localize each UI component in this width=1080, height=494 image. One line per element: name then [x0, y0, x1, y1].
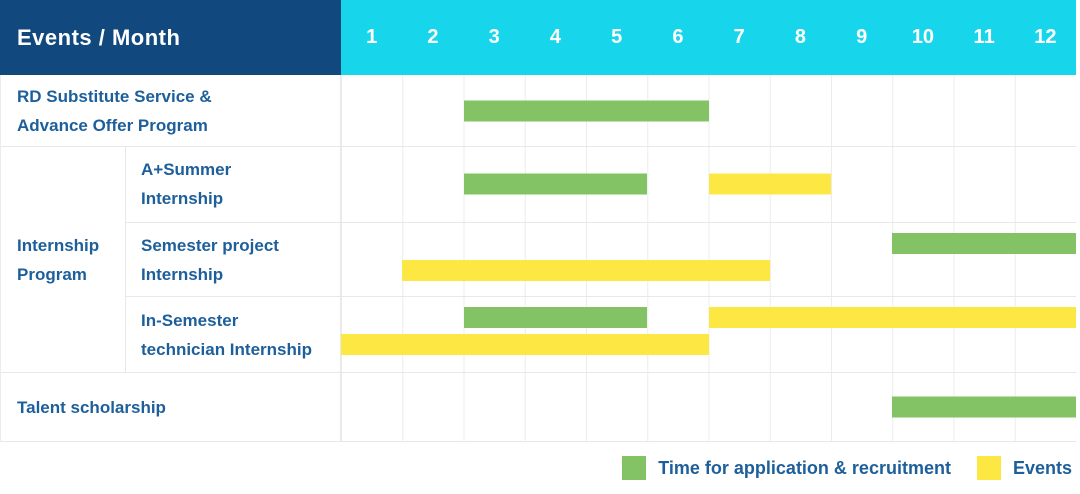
- row-talent-scholarship: Talent scholarship: [1, 373, 1076, 442]
- events-bar: [708, 173, 831, 195]
- group-label-line: Internship: [17, 235, 100, 255]
- row-label: RD Substitute Service & Advance Offer Pr…: [1, 75, 341, 146]
- month-label: 11: [973, 26, 995, 48]
- month-label: 9: [856, 26, 868, 48]
- group-label: Internship Program: [1, 147, 126, 372]
- row-label: A+Summer Internship: [126, 147, 341, 222]
- application-recruitment-bar: [463, 307, 648, 329]
- row-in-semester-technician-internship: In-Semester technician Internship: [126, 296, 1076, 373]
- timeline-cell: [341, 75, 1076, 146]
- group-label-line: Program: [17, 264, 87, 284]
- row-semester-project-internship: Semester project Internship: [126, 221, 1076, 297]
- row-group-internship-program: Internship Program A+Summer Internship S…: [1, 147, 1076, 373]
- row-label-line: Internship: [141, 264, 224, 284]
- month-label: 2: [427, 26, 439, 48]
- row-label-line: Internship: [141, 189, 224, 209]
- row-label: Semester project Internship: [126, 222, 341, 297]
- month-label: 8: [794, 26, 806, 48]
- row-label: Talent scholarship: [1, 373, 341, 441]
- row-rd-substitute: RD Substitute Service & Advance Offer Pr…: [1, 75, 1076, 147]
- application-recruitment-bar: [463, 100, 709, 121]
- row-label: In-Semester technician Internship: [126, 297, 341, 373]
- legend-label: Time for application & recruitment: [658, 457, 951, 478]
- group-subrows: A+Summer Internship Semester project Int…: [126, 147, 1076, 373]
- events-month-header: Events / Month: [0, 0, 341, 75]
- application-green-swatch-icon: [622, 456, 647, 480]
- timeline-cell: [341, 373, 1076, 441]
- legend: Time for application & recruitment Event…: [0, 442, 1080, 494]
- application-recruitment-bar: [892, 232, 1076, 254]
- row-a-plus-summer-internship: A+Summer Internship: [126, 147, 1076, 222]
- month-label: 4: [549, 26, 561, 48]
- row-label-line: Semester project: [141, 235, 279, 255]
- month-label: 6: [672, 26, 684, 48]
- row-label-line: A+Summer: [141, 160, 232, 180]
- row-label-line: In-Semester: [141, 310, 239, 330]
- timeline-cell: [341, 147, 1076, 222]
- legend-item-events: Events: [976, 456, 1072, 480]
- legend-label: Events: [1012, 457, 1072, 478]
- events-bar: [341, 334, 709, 356]
- month-label: 3: [488, 26, 500, 48]
- table-body: RD Substitute Service & Advance Offer Pr…: [0, 75, 1076, 442]
- events-bar: [708, 307, 1076, 329]
- month-label: 1: [366, 26, 378, 48]
- header-row: Events / Month 1 2 3 4 5 6 7 8 9 10 11 1…: [0, 0, 1076, 75]
- application-recruitment-bar: [463, 173, 648, 195]
- timeline-cell: [341, 297, 1076, 373]
- month-label: 5: [611, 26, 623, 48]
- application-recruitment-bar: [892, 396, 1076, 418]
- month-label: 12: [1034, 26, 1057, 48]
- legend-item-application: Time for application & recruitment: [622, 456, 951, 480]
- events-bar: [402, 259, 770, 281]
- month-header-strip: 1 2 3 4 5 6 7 8 9 10 11 12: [341, 0, 1076, 75]
- month-label: 7: [733, 26, 745, 48]
- events-month-table: Events / Month 1 2 3 4 5 6 7 8 9 10 11 1…: [0, 0, 1076, 442]
- row-label-line: Talent scholarship: [17, 397, 166, 417]
- timeline-cell: [341, 222, 1076, 297]
- events-yellow-swatch-icon: [976, 456, 1001, 480]
- month-label: 10: [911, 26, 934, 48]
- row-label-line: technician Internship: [141, 339, 312, 359]
- row-label-line: RD Substitute Service &: [17, 86, 212, 106]
- row-label-line: Advance Offer Program: [17, 115, 208, 135]
